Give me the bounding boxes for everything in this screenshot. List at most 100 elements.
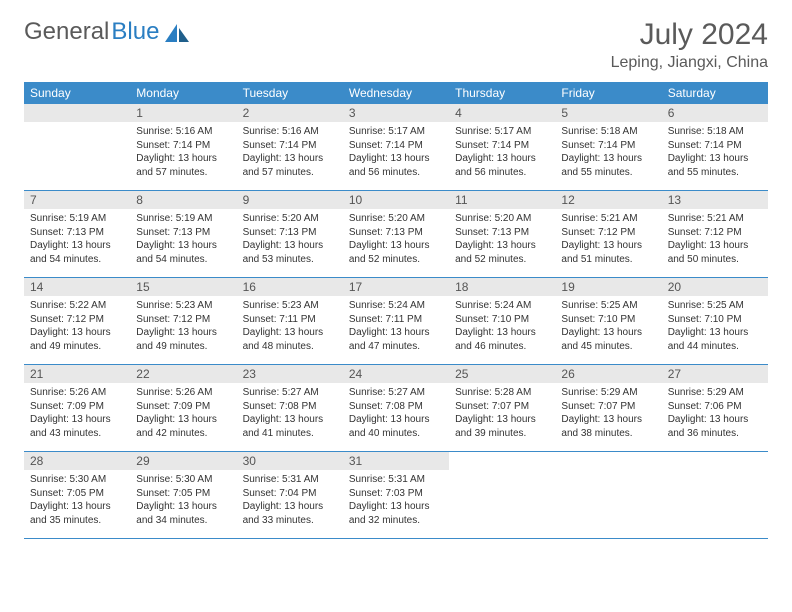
day-header-row: SundayMondayTuesdayWednesdayThursdayFrid… [24,82,768,104]
day-number: 21 [24,365,130,383]
day-cell: 31Sunrise: 5:31 AMSunset: 7:03 PMDayligh… [343,452,449,538]
day-number: 17 [343,278,449,296]
day-cell: 27Sunrise: 5:29 AMSunset: 7:06 PMDayligh… [662,365,768,451]
day-number: 19 [555,278,661,296]
month-title: July 2024 [611,18,768,52]
day-cell: 9Sunrise: 5:20 AMSunset: 7:13 PMDaylight… [237,191,343,277]
day-content: Sunrise: 5:22 AMSunset: 7:12 PMDaylight:… [24,296,130,357]
week-row: 7Sunrise: 5:19 AMSunset: 7:13 PMDaylight… [24,191,768,278]
day-header: Tuesday [237,82,343,104]
day-content: Sunrise: 5:26 AMSunset: 7:09 PMDaylight:… [24,383,130,444]
day-content: Sunrise: 5:28 AMSunset: 7:07 PMDaylight:… [449,383,555,444]
day-number: 6 [662,104,768,122]
logo: GeneralBlue [24,18,191,46]
day-content: Sunrise: 5:25 AMSunset: 7:10 PMDaylight:… [662,296,768,357]
day-number: 8 [130,191,236,209]
week-row: 21Sunrise: 5:26 AMSunset: 7:09 PMDayligh… [24,365,768,452]
day-number: 14 [24,278,130,296]
logo-text-gray: General [24,18,109,46]
day-cell [449,452,555,538]
day-content: Sunrise: 5:16 AMSunset: 7:14 PMDaylight:… [237,122,343,183]
day-header: Wednesday [343,82,449,104]
day-cell: 21Sunrise: 5:26 AMSunset: 7:09 PMDayligh… [24,365,130,451]
day-number: 15 [130,278,236,296]
day-cell: 18Sunrise: 5:24 AMSunset: 7:10 PMDayligh… [449,278,555,364]
day-number: 10 [343,191,449,209]
logo-text-blue: Blue [111,18,159,46]
day-header: Thursday [449,82,555,104]
weeks-container: 1Sunrise: 5:16 AMSunset: 7:14 PMDaylight… [24,104,768,539]
day-number: 23 [237,365,343,383]
day-content: Sunrise: 5:31 AMSunset: 7:04 PMDaylight:… [237,470,343,531]
day-content: Sunrise: 5:17 AMSunset: 7:14 PMDaylight:… [343,122,449,183]
day-number: 13 [662,191,768,209]
day-cell: 15Sunrise: 5:23 AMSunset: 7:12 PMDayligh… [130,278,236,364]
day-number: 31 [343,452,449,470]
day-number: 24 [343,365,449,383]
day-content: Sunrise: 5:27 AMSunset: 7:08 PMDaylight:… [237,383,343,444]
day-cell: 11Sunrise: 5:20 AMSunset: 7:13 PMDayligh… [449,191,555,277]
day-cell: 25Sunrise: 5:28 AMSunset: 7:07 PMDayligh… [449,365,555,451]
day-number: 30 [237,452,343,470]
header: GeneralBlue July 2024 Leping, Jiangxi, C… [24,18,768,72]
day-header: Monday [130,82,236,104]
day-cell: 23Sunrise: 5:27 AMSunset: 7:08 PMDayligh… [237,365,343,451]
day-content: Sunrise: 5:19 AMSunset: 7:13 PMDaylight:… [24,209,130,270]
day-number: 4 [449,104,555,122]
calendar: SundayMondayTuesdayWednesdayThursdayFrid… [24,82,768,539]
day-number: 5 [555,104,661,122]
day-cell: 30Sunrise: 5:31 AMSunset: 7:04 PMDayligh… [237,452,343,538]
day-content: Sunrise: 5:23 AMSunset: 7:11 PMDaylight:… [237,296,343,357]
day-content: Sunrise: 5:23 AMSunset: 7:12 PMDaylight:… [130,296,236,357]
day-content: Sunrise: 5:17 AMSunset: 7:14 PMDaylight:… [449,122,555,183]
title-block: July 2024 Leping, Jiangxi, China [611,18,768,72]
day-cell: 4Sunrise: 5:17 AMSunset: 7:14 PMDaylight… [449,104,555,190]
day-cell: 3Sunrise: 5:17 AMSunset: 7:14 PMDaylight… [343,104,449,190]
day-number: 29 [130,452,236,470]
day-cell: 14Sunrise: 5:22 AMSunset: 7:12 PMDayligh… [24,278,130,364]
day-cell: 19Sunrise: 5:25 AMSunset: 7:10 PMDayligh… [555,278,661,364]
day-number: 27 [662,365,768,383]
day-cell [555,452,661,538]
location: Leping, Jiangxi, China [611,54,768,72]
day-content: Sunrise: 5:29 AMSunset: 7:06 PMDaylight:… [662,383,768,444]
day-number: 20 [662,278,768,296]
day-cell: 16Sunrise: 5:23 AMSunset: 7:11 PMDayligh… [237,278,343,364]
day-cell: 12Sunrise: 5:21 AMSunset: 7:12 PMDayligh… [555,191,661,277]
day-cell [24,104,130,190]
day-cell: 29Sunrise: 5:30 AMSunset: 7:05 PMDayligh… [130,452,236,538]
day-cell: 17Sunrise: 5:24 AMSunset: 7:11 PMDayligh… [343,278,449,364]
day-cell: 26Sunrise: 5:29 AMSunset: 7:07 PMDayligh… [555,365,661,451]
day-cell: 2Sunrise: 5:16 AMSunset: 7:14 PMDaylight… [237,104,343,190]
week-row: 14Sunrise: 5:22 AMSunset: 7:12 PMDayligh… [24,278,768,365]
day-header: Sunday [24,82,130,104]
day-content: Sunrise: 5:29 AMSunset: 7:07 PMDaylight:… [555,383,661,444]
day-number: 28 [24,452,130,470]
day-cell: 7Sunrise: 5:19 AMSunset: 7:13 PMDaylight… [24,191,130,277]
day-cell: 24Sunrise: 5:27 AMSunset: 7:08 PMDayligh… [343,365,449,451]
day-cell: 8Sunrise: 5:19 AMSunset: 7:13 PMDaylight… [130,191,236,277]
day-number: 11 [449,191,555,209]
day-header: Saturday [662,82,768,104]
day-content: Sunrise: 5:21 AMSunset: 7:12 PMDaylight:… [555,209,661,270]
day-content: Sunrise: 5:16 AMSunset: 7:14 PMDaylight:… [130,122,236,183]
day-number: 12 [555,191,661,209]
day-number: 2 [237,104,343,122]
day-cell: 22Sunrise: 5:26 AMSunset: 7:09 PMDayligh… [130,365,236,451]
day-number: 18 [449,278,555,296]
day-header: Friday [555,82,661,104]
day-content: Sunrise: 5:21 AMSunset: 7:12 PMDaylight:… [662,209,768,270]
day-cell: 13Sunrise: 5:21 AMSunset: 7:12 PMDayligh… [662,191,768,277]
day-number: 7 [24,191,130,209]
page: GeneralBlue July 2024 Leping, Jiangxi, C… [0,0,792,557]
day-content: Sunrise: 5:18 AMSunset: 7:14 PMDaylight:… [662,122,768,183]
day-content: Sunrise: 5:24 AMSunset: 7:11 PMDaylight:… [343,296,449,357]
day-cell [662,452,768,538]
day-content: Sunrise: 5:30 AMSunset: 7:05 PMDaylight:… [130,470,236,531]
day-content: Sunrise: 5:24 AMSunset: 7:10 PMDaylight:… [449,296,555,357]
day-content: Sunrise: 5:20 AMSunset: 7:13 PMDaylight:… [343,209,449,270]
day-cell: 5Sunrise: 5:18 AMSunset: 7:14 PMDaylight… [555,104,661,190]
day-cell: 10Sunrise: 5:20 AMSunset: 7:13 PMDayligh… [343,191,449,277]
day-cell: 20Sunrise: 5:25 AMSunset: 7:10 PMDayligh… [662,278,768,364]
day-number: 16 [237,278,343,296]
